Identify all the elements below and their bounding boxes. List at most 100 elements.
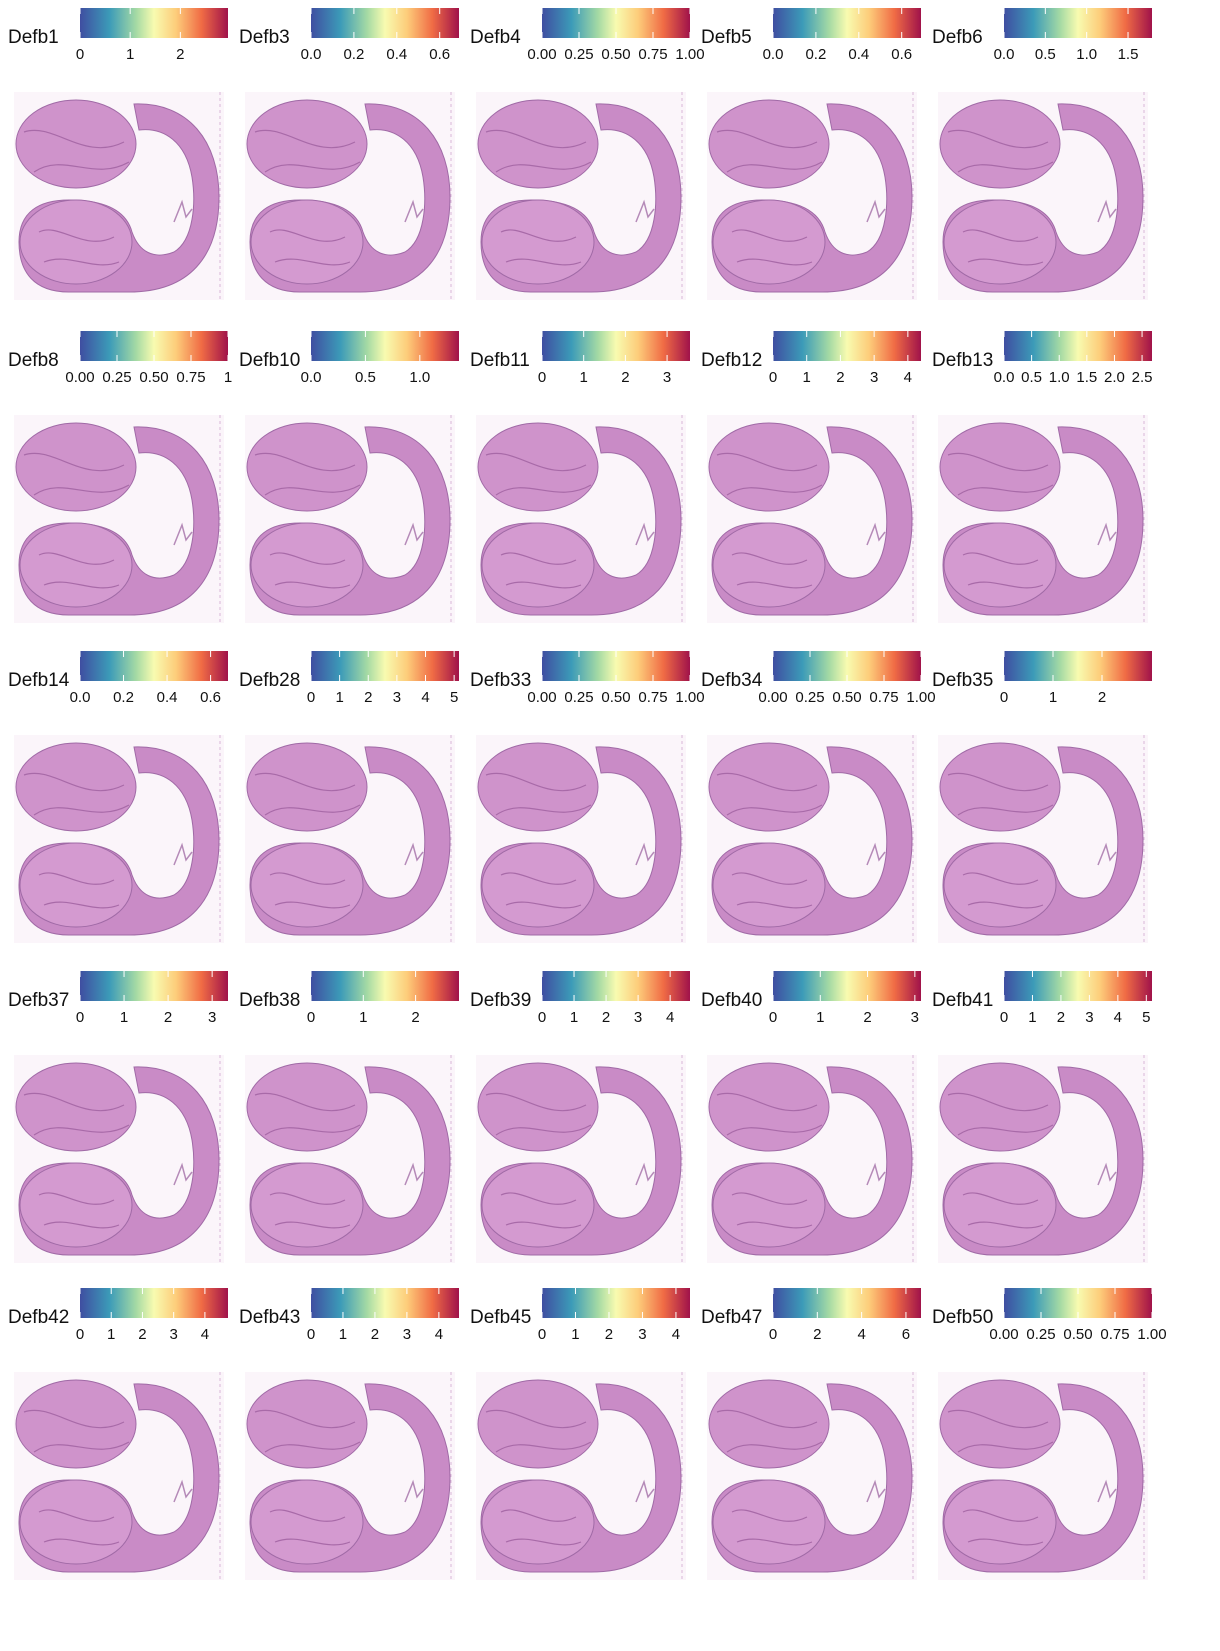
tick-label: 0.25 — [1026, 1326, 1055, 1343]
tissue-image — [475, 734, 687, 944]
tick-label: 0.50 — [1063, 1326, 1092, 1343]
tissue-image — [706, 734, 918, 944]
tick-label: 1 — [107, 1326, 115, 1343]
tick-label: 0 — [538, 369, 546, 386]
tick-label: 2 — [138, 1326, 146, 1343]
tick-label: 3 — [638, 1326, 646, 1343]
tick-label: 4 — [904, 369, 912, 386]
tick-label: 0.75 — [638, 46, 667, 63]
gene-label: Defb6 — [932, 27, 983, 48]
tick-label: 0.0 — [301, 46, 322, 63]
panel: Defb11 0 1 2 3 — [470, 331, 690, 624]
tick-label: 0.75 — [869, 689, 898, 706]
tick-label: 0.50 — [601, 689, 630, 706]
panel: Defb35 0 1 2 — [932, 651, 1152, 944]
tick-label: 0.2 — [343, 46, 364, 63]
panel: Defb37 0 1 2 3 — [8, 971, 228, 1264]
tick-label: 4 — [435, 1326, 443, 1343]
colorbar — [311, 8, 459, 38]
tick-label: 1.00 — [675, 689, 704, 706]
tissue-image — [475, 1371, 687, 1581]
tick-label: 0.75 — [638, 689, 667, 706]
tick-label: 5 — [450, 689, 458, 706]
tissue-image — [244, 1371, 456, 1581]
tick-label: 1.5 — [1118, 46, 1139, 63]
tick-label: 0.25 — [564, 46, 593, 63]
tick-label: 2 — [813, 1326, 821, 1343]
panel: Defb1 0 1 2 — [8, 8, 228, 301]
tick-label: 0 — [1000, 1009, 1008, 1026]
tick-label: 2.5 — [1132, 369, 1153, 386]
panel: Defb3 0.0 0.2 0.4 0.6 — [239, 8, 459, 301]
tick-label: 2 — [605, 1326, 613, 1343]
colorbar — [311, 331, 459, 361]
tissue-image — [475, 414, 687, 624]
gene-label: Defb8 — [8, 350, 59, 371]
tissue-image — [937, 1054, 1149, 1264]
tissue-image — [706, 1371, 918, 1581]
gene-label: Defb3 — [239, 27, 290, 48]
tick-label: 0.4 — [386, 46, 407, 63]
colorbar — [311, 651, 459, 681]
tick-label: 5 — [1142, 1009, 1150, 1026]
tick-label: 0.25 — [102, 369, 131, 386]
tick-label: 4 — [672, 1326, 680, 1343]
tick-label: 2 — [836, 369, 844, 386]
tick-label: 0.4 — [848, 46, 869, 63]
tick-label: 0 — [769, 1009, 777, 1026]
tick-label: 1 — [120, 1009, 128, 1026]
tick-label: 3 — [403, 1326, 411, 1343]
tick-label: 0.6 — [429, 46, 450, 63]
tick-label: 0 — [1000, 689, 1008, 706]
tick-label: 0.0 — [994, 369, 1015, 386]
tick-label: 0.75 — [176, 369, 205, 386]
tick-label: 0.4 — [157, 689, 178, 706]
tick-label: 0.5 — [1021, 369, 1042, 386]
tick-label: 2 — [411, 1009, 419, 1026]
gene-label: Defb45 — [470, 1307, 531, 1328]
colorbar — [311, 971, 459, 1001]
tick-label: 1 — [1049, 689, 1057, 706]
colorbar — [1004, 8, 1152, 38]
panel: Defb45 0 1 2 3 4 — [470, 1288, 690, 1581]
tissue-image — [13, 1371, 225, 1581]
tick-label: 0 — [538, 1009, 546, 1026]
tick-label: 1 — [571, 1326, 579, 1343]
tick-label: 0 — [76, 46, 84, 63]
tissue-image — [244, 734, 456, 944]
tick-label: 6 — [902, 1326, 910, 1343]
tissue-image — [937, 414, 1149, 624]
colorbar — [80, 651, 228, 681]
tick-label: 1.00 — [675, 46, 704, 63]
tissue-image — [937, 1371, 1149, 1581]
gene-label: Defb47 — [701, 1307, 762, 1328]
panel: Defb5 0.0 0.2 0.4 0.6 — [701, 8, 921, 301]
panel: Defb39 0 1 2 3 4 — [470, 971, 690, 1264]
tick-label: 0 — [769, 1326, 777, 1343]
tissue-image — [706, 91, 918, 301]
gene-label: Defb42 — [8, 1307, 69, 1328]
tick-label: 2 — [176, 46, 184, 63]
tick-label: 0.0 — [763, 46, 784, 63]
tick-label: 1.5 — [1076, 369, 1097, 386]
tick-label: 0.50 — [139, 369, 168, 386]
tick-label: 2 — [1098, 689, 1106, 706]
panel: Defb41 0 1 2 3 4 5 — [932, 971, 1152, 1264]
tick-label: 0.75 — [1100, 1326, 1129, 1343]
tissue-image — [244, 1054, 456, 1264]
gene-label: Defb13 — [932, 350, 993, 371]
tick-label: 3 — [208, 1009, 216, 1026]
tick-label: 1 — [816, 1009, 824, 1026]
tick-label: 2 — [602, 1009, 610, 1026]
tissue-image — [13, 734, 225, 944]
gene-label: Defb33 — [470, 670, 531, 691]
colorbar — [80, 971, 228, 1001]
tick-label: 0 — [76, 1326, 84, 1343]
tick-label: 1.0 — [1076, 46, 1097, 63]
gene-label: Defb5 — [701, 27, 752, 48]
tick-label: 4 — [666, 1009, 674, 1026]
tick-label: 1 — [359, 1009, 367, 1026]
